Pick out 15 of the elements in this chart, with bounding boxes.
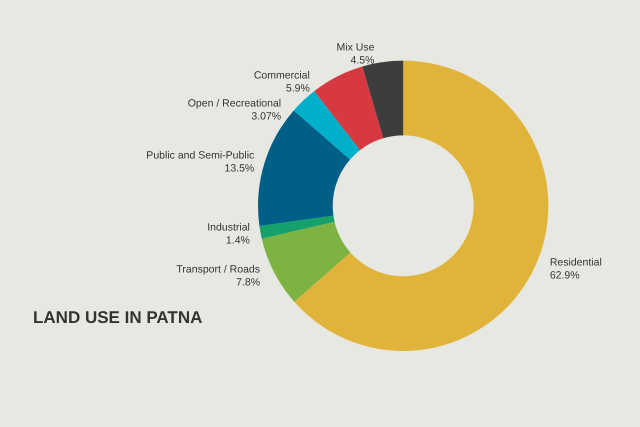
data-label: 13.5% <box>224 162 254 175</box>
data-label: 7.8% <box>236 276 260 288</box>
slice-label: Public and Semi-Public <box>146 150 254 162</box>
data-label: 62.9% <box>550 269 580 282</box>
data-label: 1.4% <box>226 234 250 246</box>
data-label: 5.9% <box>286 82 310 95</box>
slice-label: Transport / Roads <box>176 263 260 276</box>
data-label: 3.07% <box>251 110 282 123</box>
slice-label: Commercial <box>254 70 310 82</box>
text: LAND USE IN PATNA <box>33 308 202 327</box>
slice-label: Residential <box>550 256 602 268</box>
slice-label: Industrial <box>207 221 250 234</box>
slice-label: Mix Use <box>336 42 375 54</box>
slice-label: Open / Recreational <box>188 98 282 110</box>
data-label: 4.5% <box>350 54 374 67</box>
